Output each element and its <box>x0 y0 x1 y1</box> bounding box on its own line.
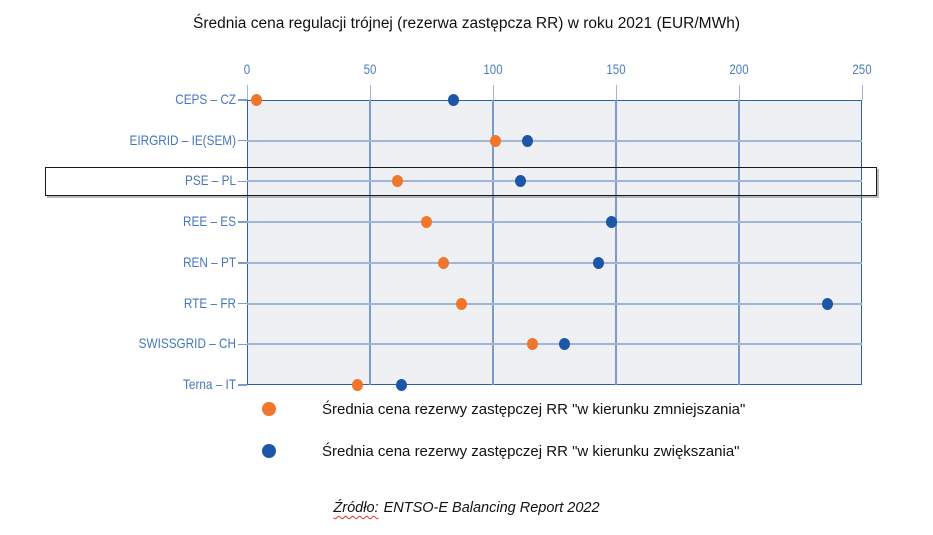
x-tick-mark <box>247 85 248 100</box>
category-gridline <box>247 221 862 224</box>
x-tick-mark <box>862 85 863 100</box>
x-gridline <box>738 100 740 385</box>
data-dot-blue <box>822 297 834 310</box>
category-gridline <box>247 343 862 346</box>
category-label: PSE – PL <box>185 172 236 189</box>
y-tick-mark <box>238 99 247 101</box>
data-dot-orange <box>421 216 433 229</box>
category-label: RTE – FR <box>183 294 236 311</box>
category-label: REE – ES <box>183 213 236 230</box>
legend-item-increase: Średnia cena rezerwy zastępczej RR "w ki… <box>262 441 745 461</box>
x-tick-mark <box>370 85 371 100</box>
x-tick-mark <box>493 85 494 100</box>
data-dot-orange <box>489 134 501 147</box>
y-tick-mark <box>238 343 247 346</box>
source-text: ENTSO-E Balancing Report 2022 <box>383 500 600 516</box>
data-dot-blue <box>593 256 605 269</box>
data-dot-blue <box>521 134 533 147</box>
data-dot-orange <box>455 297 467 310</box>
legend-label-decrease: Średnia cena rezerwy zastępczej RR "w ki… <box>322 400 746 418</box>
y-tick-mark <box>238 180 247 183</box>
legend-item-decrease: Średnia cena rezerwy zastępczej RR "w ki… <box>262 399 745 419</box>
legend-label-increase: Średnia cena rezerwy zastępczej RR "w ki… <box>322 442 740 460</box>
legend-marker-blue-icon <box>262 444 276 458</box>
data-dot-orange <box>438 256 450 269</box>
x-tick-label: 50 <box>363 62 377 77</box>
category-gridline <box>247 139 862 142</box>
category-gridline <box>247 302 862 305</box>
data-dot-blue <box>558 338 570 351</box>
x-tick-mark <box>739 85 740 100</box>
chart-legend: Średnia cena rezerwy zastępczej RR "w ki… <box>262 399 745 483</box>
source-prefix: Źródło: <box>333 500 379 516</box>
y-tick-mark <box>238 221 247 223</box>
x-tick-mark <box>616 85 617 100</box>
category-label: SWISSGRID – CH <box>138 335 236 352</box>
y-tick-mark <box>238 139 247 142</box>
category-label: Terna – IT <box>183 376 236 392</box>
x-tick-label: 0 <box>243 62 251 77</box>
x-tick-label: 200 <box>729 62 749 77</box>
data-dot-blue <box>448 94 460 106</box>
category-label: REN – PT <box>183 253 236 270</box>
y-tick-mark <box>238 262 247 264</box>
category-gridline <box>247 180 862 183</box>
x-gridline <box>369 100 371 385</box>
data-dot-blue <box>396 379 408 391</box>
data-dot-orange <box>251 94 263 106</box>
data-dot-orange <box>352 379 364 391</box>
category-label: EIRGRID – IE(SEM) <box>129 131 236 148</box>
chart-title: Średnia cena regulacji trójnej (rezerwa … <box>192 15 740 32</box>
data-dot-blue <box>514 175 526 188</box>
category-label: CEPS – CZ <box>175 91 236 107</box>
highlight-box <box>45 166 877 196</box>
x-tick-label: 250 <box>852 62 872 77</box>
plot-area <box>247 100 862 385</box>
x-tick-label: 100 <box>483 62 503 77</box>
data-dot-orange <box>526 338 538 351</box>
y-tick-mark <box>238 302 247 305</box>
data-dot-orange <box>391 175 403 188</box>
legend-marker-orange-icon <box>262 402 276 416</box>
x-gridline <box>615 100 617 385</box>
source-note: Źródło: ENTSO-E Balancing Report 2022 <box>0 500 933 516</box>
y-tick-mark <box>238 384 247 386</box>
x-tick-label: 150 <box>606 62 626 77</box>
category-gridline <box>247 261 862 264</box>
data-dot-blue <box>605 216 617 229</box>
x-gridline <box>492 100 494 385</box>
